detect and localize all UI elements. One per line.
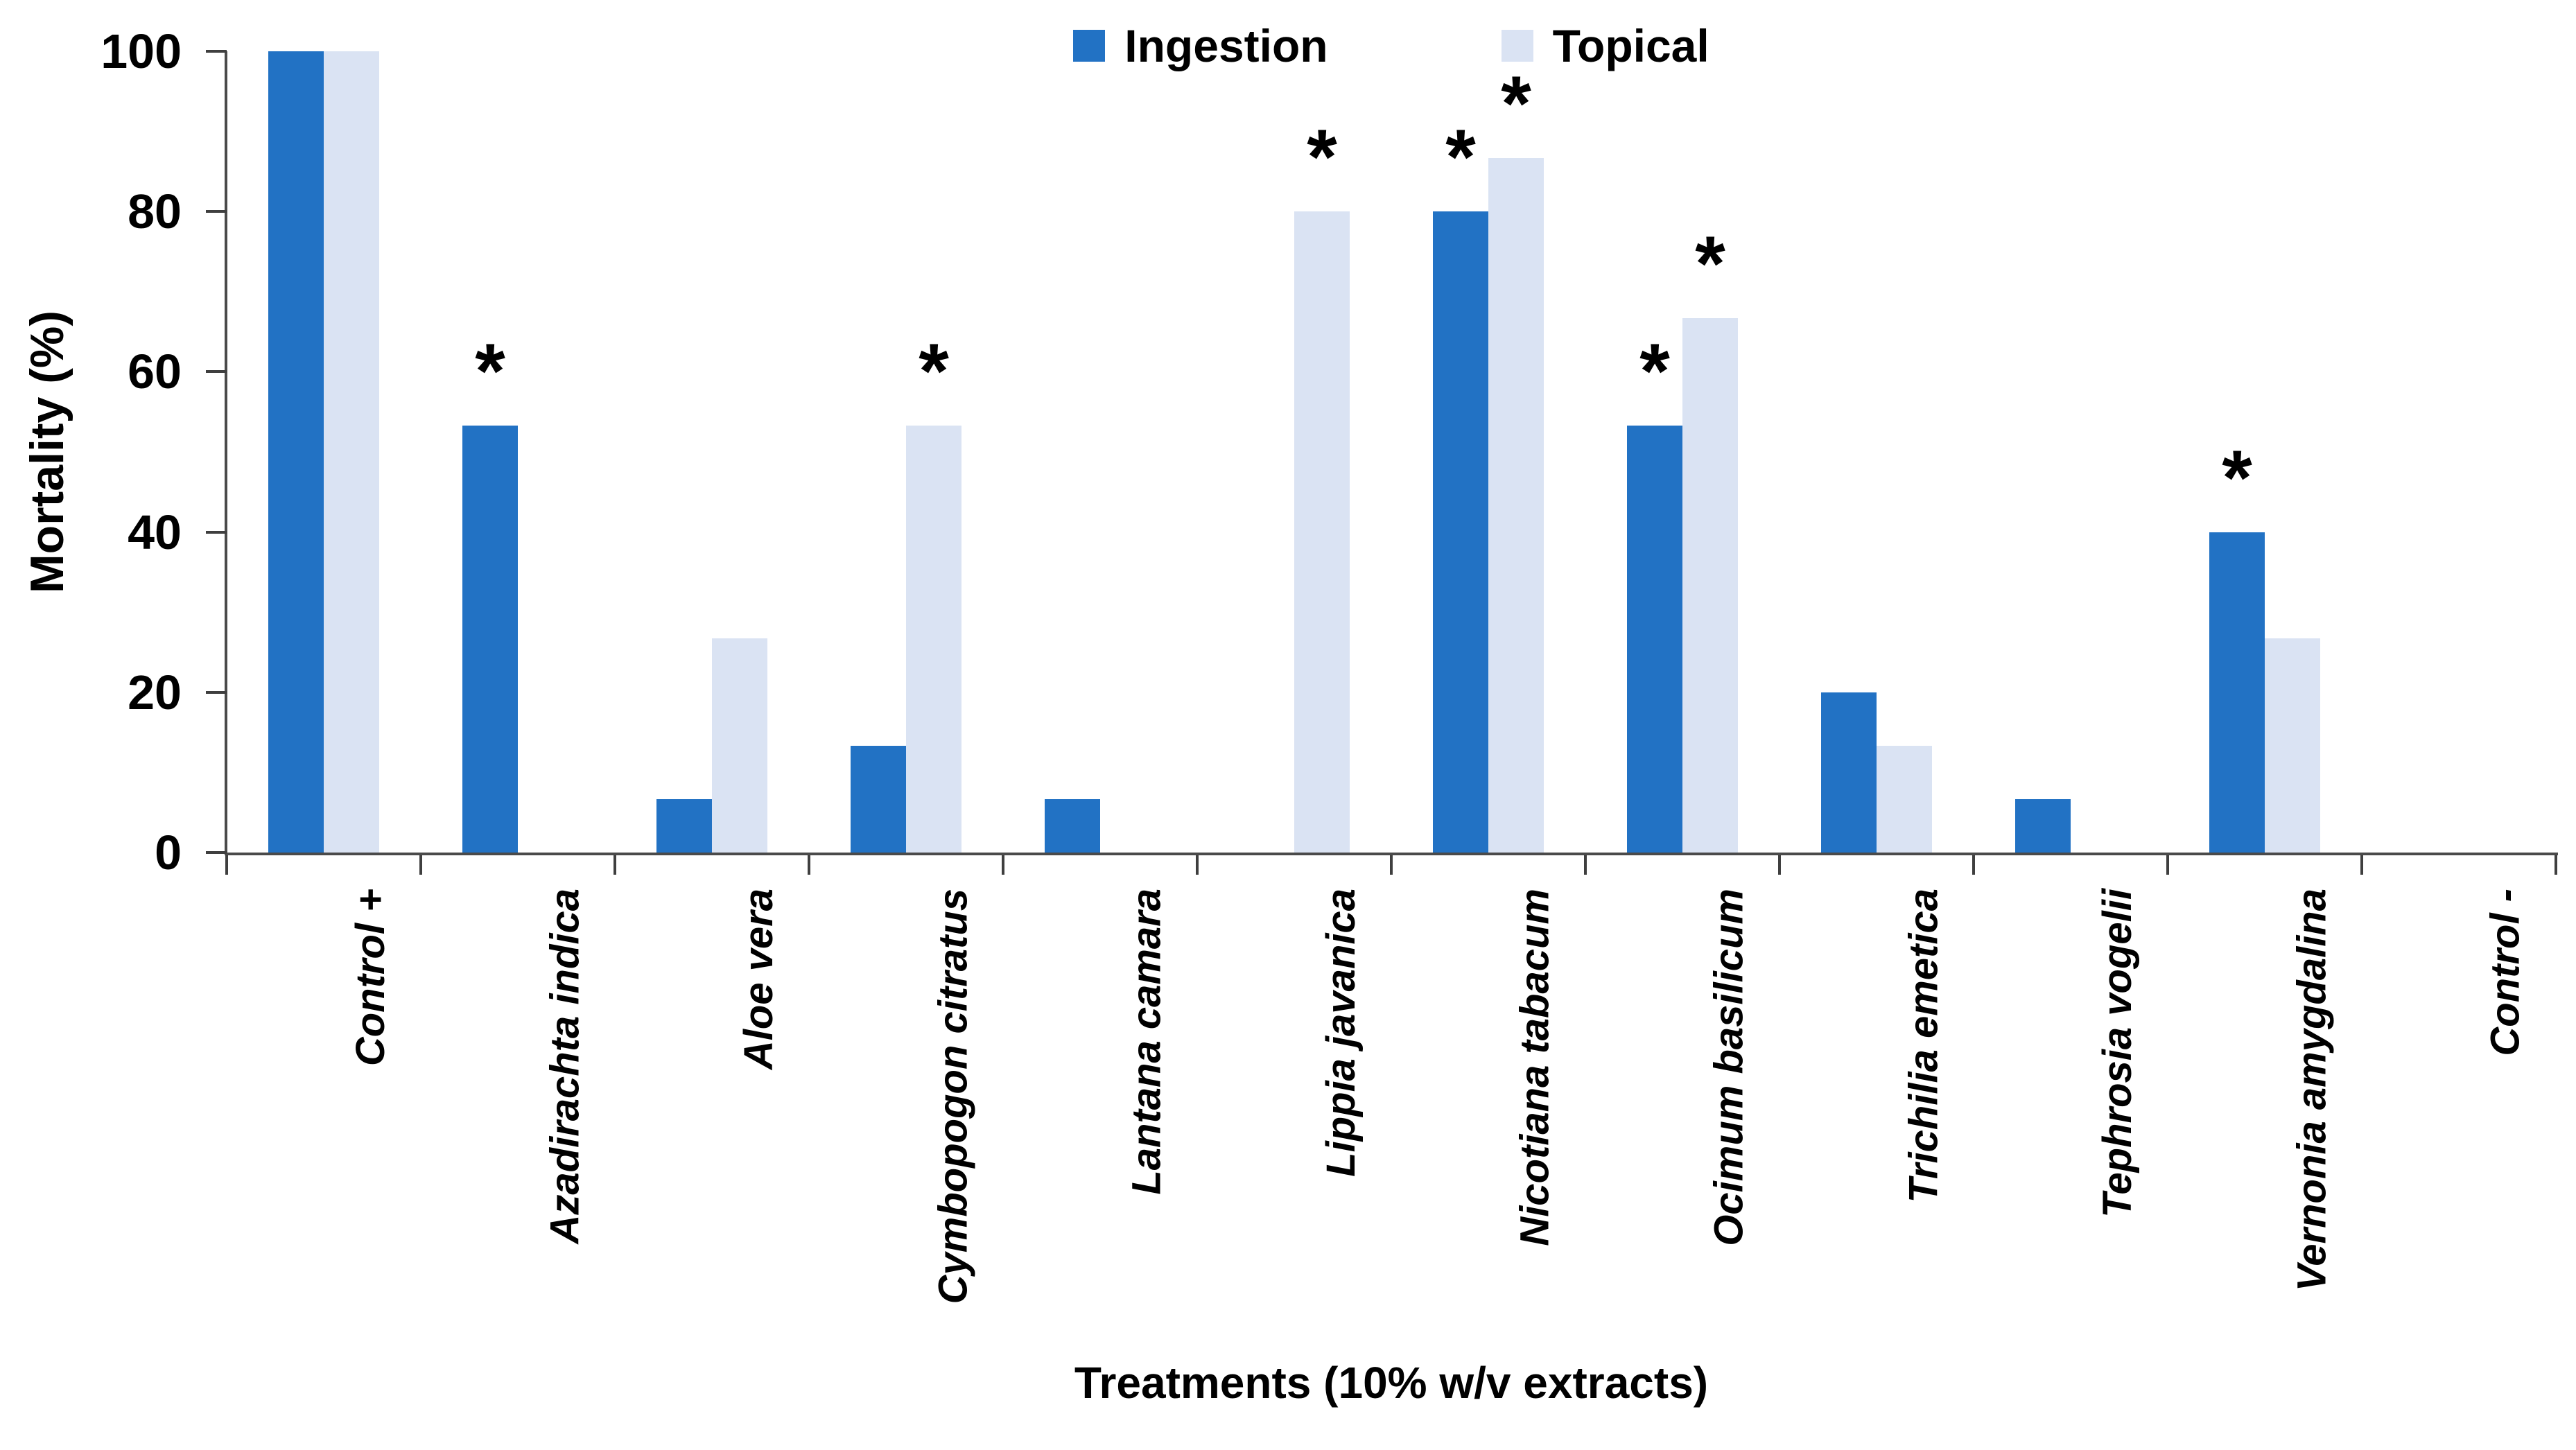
- y-tick-mark: [206, 50, 227, 53]
- y-tick-mark: [206, 851, 227, 854]
- x-category-label-1: Control +: [348, 889, 393, 1067]
- y-tick-label: 40: [128, 505, 182, 559]
- significance-asterisk: *: [1307, 114, 1337, 201]
- significance-asterisk: *: [919, 327, 949, 414]
- x-category-label-7: Nicotiana tabacum: [1513, 889, 1558, 1246]
- bar-ingestion-11: [2209, 532, 2265, 853]
- bar-ingestion-9: [1821, 692, 1877, 853]
- bar-ingestion-2: [462, 425, 518, 853]
- significance-asterisk: *: [1501, 60, 1531, 147]
- significance-asterisk: *: [1639, 327, 1670, 414]
- bar-topical-6: [1294, 211, 1350, 853]
- bar-topical-9: [1877, 746, 1932, 853]
- significance-asterisk: *: [1695, 220, 1725, 307]
- topical-swatch-icon: [1501, 30, 1533, 62]
- x-category-label-10: Tephrosia vogelii: [2095, 889, 2140, 1218]
- y-tick-label: 20: [128, 665, 182, 719]
- bar-topical-4: [906, 425, 961, 853]
- x-category-label-8: Ocimum basilicum: [1707, 889, 1752, 1246]
- x-tick-mark: [1972, 855, 1975, 875]
- y-axis-line: [225, 51, 227, 855]
- bar-ingestion-3: [656, 798, 712, 853]
- x-tick-mark: [1002, 855, 1004, 875]
- y-tick-mark: [206, 530, 227, 534]
- x-category-label-3: Aloe vera: [736, 889, 781, 1070]
- x-category-label-11: Vernonia amygdalina: [2289, 889, 2334, 1292]
- legend-item-ingestion: Ingestion: [1073, 19, 1328, 72]
- bar-ingestion-5: [1045, 798, 1100, 853]
- chart-legend: Ingestion Topical: [227, 19, 2556, 72]
- y-tick-label: 100: [101, 24, 182, 78]
- y-tick-mark: [206, 690, 227, 694]
- bar-ingestion-10: [2015, 798, 2071, 853]
- x-category-label-6: Lippia javanica: [1319, 889, 1364, 1177]
- significance-asterisk: *: [1445, 114, 1476, 201]
- x-tick-mark: [419, 855, 422, 875]
- legend-label-topical: Topical: [1552, 20, 1709, 71]
- y-tick-mark: [206, 370, 227, 374]
- significance-asterisk: *: [475, 327, 505, 414]
- bar-topical-11: [2265, 638, 2320, 853]
- x-tick-mark: [225, 855, 228, 875]
- significance-asterisk: *: [241, 0, 351, 35]
- x-tick-mark: [2555, 855, 2557, 875]
- y-tick-label: 0: [155, 826, 182, 880]
- y-tick-label: 80: [128, 184, 182, 239]
- bar-topical-7: [1488, 157, 1544, 853]
- x-category-label-2: Azadirachta indica: [542, 889, 587, 1244]
- x-axis-line: [225, 853, 2558, 855]
- ingestion-swatch-icon: [1073, 30, 1106, 62]
- legend-item-topical: Topical: [1501, 19, 1709, 72]
- legend-label-ingestion: Ingestion: [1124, 20, 1328, 71]
- x-category-label-5: Lantana camara: [1124, 889, 1169, 1195]
- x-tick-mark: [2360, 855, 2363, 875]
- bar-ingestion-1: [268, 51, 324, 853]
- x-tick-mark: [1390, 855, 1393, 875]
- bar-ingestion-4: [851, 746, 906, 853]
- x-category-label-4: Cymbopogon citratus: [930, 889, 975, 1304]
- x-category-label-12: Control -: [2483, 889, 2528, 1056]
- x-axis-title: Treatments (10% w/v extracts): [1074, 1358, 1709, 1408]
- x-tick-mark: [1778, 855, 1781, 875]
- bar-ingestion-8: [1627, 425, 1682, 853]
- significance-asterisk: *: [2222, 434, 2252, 521]
- y-tick-label: 60: [128, 344, 182, 399]
- significance-asterisk: *: [296, 0, 407, 35]
- x-category-label-9: Trichilia emetica: [1901, 889, 1946, 1203]
- x-tick-mark: [613, 855, 616, 875]
- bar-topical-3: [712, 638, 767, 853]
- x-tick-mark: [1196, 855, 1199, 875]
- bar-ingestion-7: [1433, 211, 1488, 853]
- y-tick-mark: [206, 210, 227, 213]
- x-tick-mark: [808, 855, 810, 875]
- x-tick-mark: [1584, 855, 1587, 875]
- x-tick-mark: [2166, 855, 2169, 875]
- bar-topical-8: [1682, 317, 1738, 853]
- bar-topical-1: [324, 51, 379, 853]
